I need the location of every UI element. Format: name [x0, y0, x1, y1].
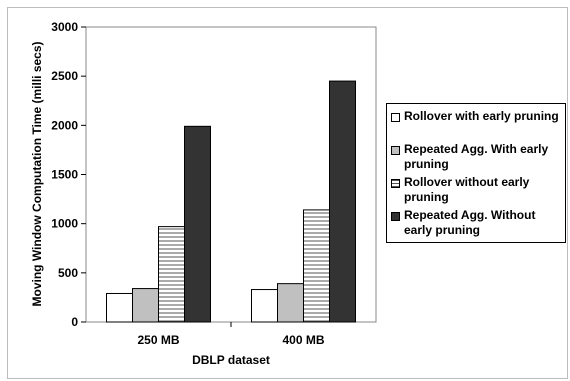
bar: [329, 80, 356, 323]
y-axis-title: Moving Window Computation Time (milli se…: [30, 41, 44, 306]
legend-label: Rollover without early pruning: [404, 175, 530, 204]
x-tick-label: 400 MB: [282, 333, 324, 347]
bar: [303, 209, 330, 323]
y-tick-label: 3000: [51, 20, 78, 34]
x-tick-label: 250 MB: [137, 333, 179, 347]
y-tick-label: 2500: [51, 69, 78, 83]
bar: [106, 292, 133, 323]
legend-swatch: [391, 179, 400, 188]
legend-label: Rollover with early pruning: [404, 109, 559, 123]
bar: [277, 283, 304, 323]
legend-swatch: [391, 146, 400, 155]
x-axis-title: DBLP dataset: [192, 353, 270, 367]
bar: [251, 289, 278, 323]
chart-legend: Rollover with early pruning Repeated Agg.…: [386, 103, 566, 243]
bar: [158, 226, 185, 323]
y-tick-label: 1000: [51, 217, 78, 231]
bar: [132, 288, 159, 323]
legend-swatch: [391, 212, 400, 221]
y-tick-label: 500: [58, 266, 78, 280]
legend-label: Repeated Agg. With early pruning: [404, 142, 549, 171]
legend-swatch: [391, 113, 400, 122]
y-tick-label: 0: [71, 315, 78, 329]
bar: [184, 125, 211, 323]
legend-label: Repeated Agg. Without early pruning: [404, 208, 536, 237]
y-tick-label: 2000: [51, 118, 78, 132]
y-tick-label: 1500: [51, 168, 78, 182]
